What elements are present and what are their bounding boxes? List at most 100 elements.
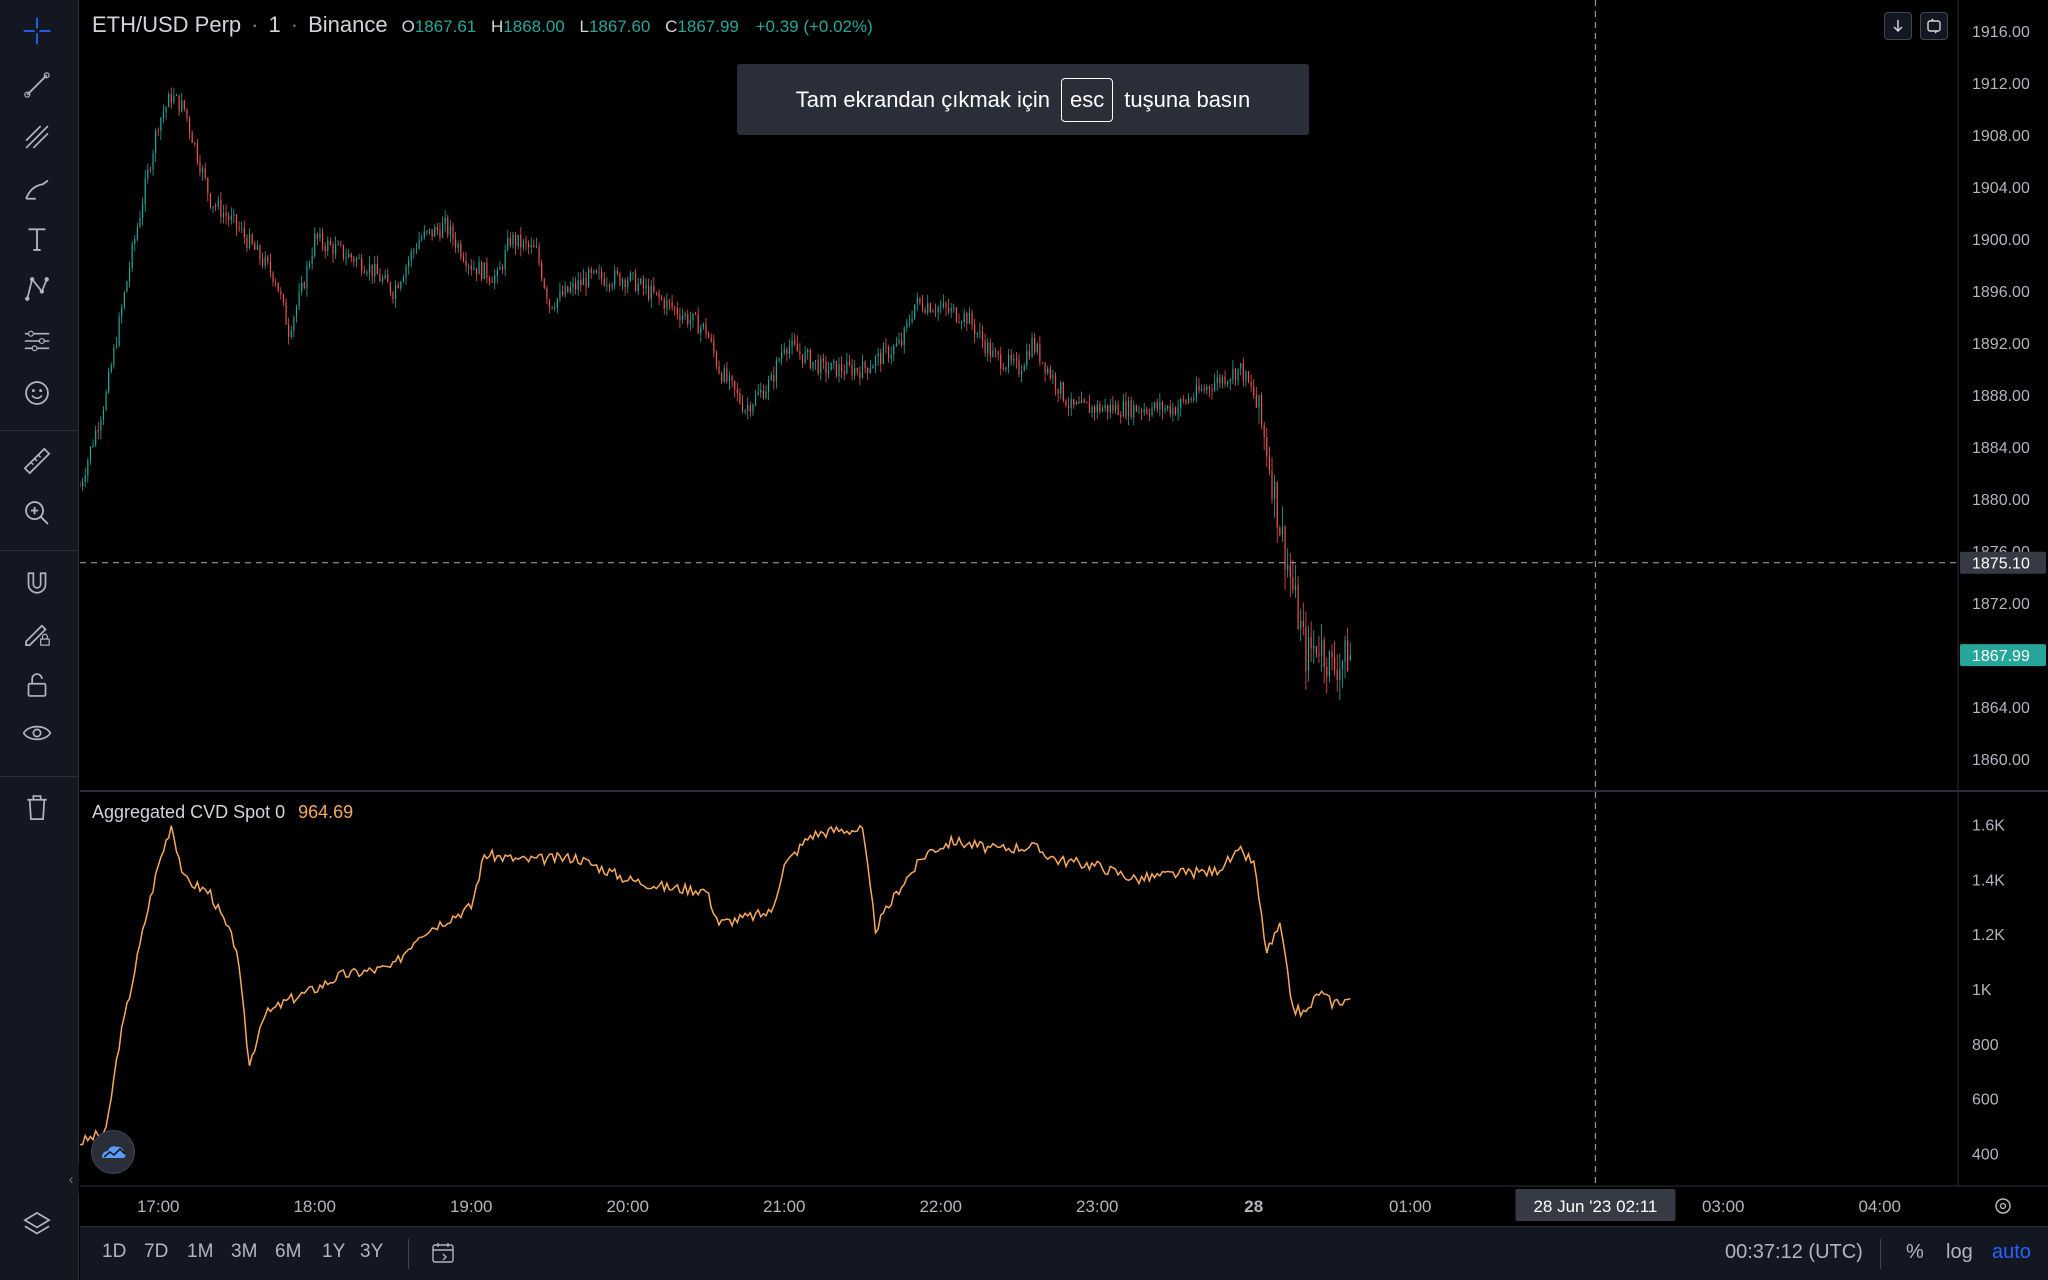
candle-body — [908, 322, 911, 324]
candle — [942, 294, 944, 309]
candle — [308, 260, 311, 270]
lock-drawing-icon[interactable] — [18, 614, 56, 652]
candle-body — [123, 292, 125, 308]
candle-body — [80, 486, 81, 487]
candle-body — [788, 346, 791, 354]
indicator-legend[interactable]: Aggregated CVD Spot 0 964.69 — [92, 802, 353, 823]
candle — [713, 334, 715, 358]
pattern-icon[interactable] — [18, 270, 56, 308]
candle-body — [708, 333, 710, 339]
candle — [882, 342, 884, 365]
candle — [921, 294, 924, 313]
candle-body — [671, 302, 673, 308]
auto-scale-toggle[interactable]: auto — [1992, 1241, 2031, 1263]
candle-body — [222, 213, 225, 218]
candle-body — [687, 313, 689, 324]
log-scale-toggle[interactable]: log — [1946, 1241, 1973, 1263]
ruler-icon[interactable] — [18, 442, 56, 480]
candle-body — [259, 245, 261, 260]
candle — [525, 235, 527, 251]
time-tick-label: 22:00 — [919, 1197, 962, 1216]
zoom-in-icon[interactable] — [18, 494, 56, 532]
candle — [80, 480, 81, 488]
candle-body — [1297, 584, 1299, 629]
chevron-left-icon: ‹ — [68, 1171, 74, 1187]
fib-retracement-icon[interactable] — [18, 118, 56, 156]
candle-body — [976, 332, 978, 335]
candle — [715, 350, 718, 370]
percent-scale-toggle[interactable]: % — [1906, 1241, 1924, 1263]
eye-icon[interactable] — [18, 714, 56, 752]
candle — [269, 253, 272, 278]
collapse-toolbar-button[interactable]: ‹ — [63, 1164, 79, 1194]
interval-label[interactable]: 1 — [268, 12, 281, 37]
candle — [961, 320, 963, 330]
candle-body — [128, 267, 131, 282]
magnet-icon[interactable] — [18, 564, 56, 602]
symbol-name[interactable]: ETH/USD Perp — [92, 12, 242, 37]
candle-body — [546, 287, 548, 300]
range-6m-button[interactable]: 6M — [275, 1241, 302, 1262]
candle — [817, 354, 819, 376]
lock-icon[interactable] — [18, 666, 56, 704]
candle-body — [924, 309, 926, 313]
candle — [222, 204, 225, 224]
range-3m-button[interactable]: 3M — [231, 1241, 258, 1262]
candle-body — [1049, 368, 1051, 378]
emoji-icon[interactable] — [18, 374, 56, 412]
range-7d-button[interactable]: 7D — [144, 1241, 169, 1262]
candle — [658, 289, 660, 306]
candle-body — [835, 361, 838, 377]
candle-body — [721, 373, 723, 382]
candle — [84, 467, 86, 487]
candle-body — [621, 279, 624, 285]
candle — [1015, 351, 1017, 369]
candle — [92, 439, 94, 449]
candle — [538, 242, 540, 267]
candle-body — [1036, 344, 1038, 352]
candle — [1031, 332, 1033, 359]
candle-body — [418, 239, 420, 249]
candle-body — [1054, 375, 1057, 390]
legend-separator: · — [290, 12, 299, 37]
candle — [465, 251, 467, 272]
settings-gear-icon[interactable] — [1995, 1198, 2011, 1214]
candle-body — [441, 223, 444, 238]
tradingview-logo[interactable] — [91, 1130, 135, 1174]
candle-body — [783, 349, 785, 353]
candle — [1151, 402, 1153, 418]
candle-body — [942, 303, 944, 307]
date-range-button[interactable] — [430, 1240, 456, 1271]
candle-body — [668, 300, 671, 303]
trash-icon[interactable] — [18, 788, 56, 826]
range-3y-button[interactable]: 3Y — [360, 1241, 384, 1262]
candle-body — [569, 287, 571, 293]
candle-body — [820, 358, 822, 374]
candle-body — [1349, 655, 1351, 661]
candle — [760, 382, 762, 398]
chart-canvas[interactable]: 1916.00 1912.00 1908.00 1904.00 1900.00 1896.… — [80, 0, 2048, 1226]
range-1y-button[interactable]: 1Y — [322, 1241, 346, 1262]
scroll-to-latest-button[interactable] — [1884, 12, 1912, 40]
reset-chart-button[interactable] — [1920, 12, 1948, 40]
layers-icon[interactable] — [18, 1206, 56, 1244]
prediction-icon[interactable] — [18, 322, 56, 360]
candle — [835, 360, 838, 378]
candle — [908, 314, 911, 328]
utc-clock[interactable]: 00:37:12 (UTC) — [1725, 1241, 1863, 1263]
candle-body — [173, 95, 175, 103]
text-icon[interactable] — [18, 220, 56, 258]
candle-body — [374, 263, 376, 277]
brush-icon[interactable] — [18, 170, 56, 208]
candle-body — [898, 339, 900, 344]
crosshair-icon[interactable] — [18, 12, 56, 50]
candle-body — [256, 245, 258, 250]
candle — [1271, 457, 1273, 504]
candle-body — [1177, 407, 1179, 415]
range-1m-button[interactable]: 1M — [187, 1241, 214, 1262]
candle — [778, 357, 780, 363]
candle-body — [118, 316, 120, 346]
trend-line-icon[interactable] — [18, 66, 56, 104]
candle-body — [139, 217, 141, 227]
range-1d-button[interactable]: 1D — [102, 1241, 127, 1262]
